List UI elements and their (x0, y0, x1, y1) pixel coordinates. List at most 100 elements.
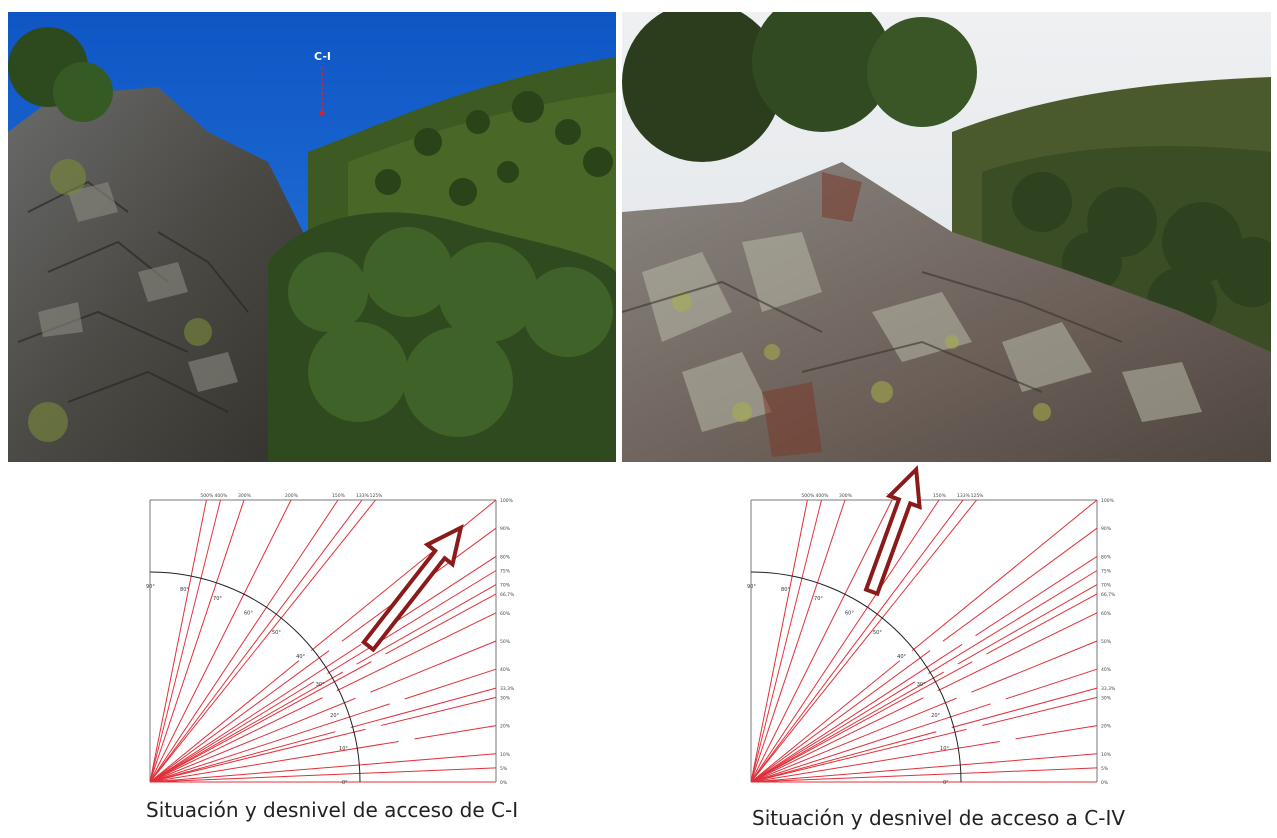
ray-label-gap (341, 662, 358, 674)
ray-right (149, 725, 497, 783)
scale-right-label: 5% (500, 766, 508, 772)
ray-right (149, 584, 497, 783)
ray-top (750, 499, 893, 783)
angle-label: 90° (747, 584, 756, 590)
ray-right (750, 725, 1098, 783)
ray-label-gap (966, 723, 983, 732)
ray-right (750, 584, 1098, 783)
ray-top (149, 499, 339, 783)
angle-label: 0° (943, 780, 949, 786)
ray-top (750, 499, 822, 783)
scale-right-label: 70% (500, 583, 511, 589)
scale-right-label: 75% (500, 569, 511, 575)
angle-label: 80° (781, 587, 790, 593)
ray-label-gap (354, 690, 372, 701)
scale-top-label: 133% (957, 493, 971, 499)
ray-right (750, 555, 1098, 783)
ray-right (750, 696, 1098, 783)
ray-top (149, 499, 221, 783)
slope-diagram-left: 100% 90% 80% 75% 70% 66,7% 60% 50% 40% 33,3% 30% 20… (146, 492, 515, 792)
ray-label-gap (913, 671, 930, 684)
ray-right (750, 640, 1098, 783)
caption-left: Situación y desnivel de acceso de C-I (146, 798, 519, 822)
scale-top-label: 133% (356, 493, 370, 499)
photo-left: C-I (8, 12, 616, 462)
ray-label-gap (999, 736, 1016, 744)
ray-right (750, 753, 1098, 783)
scale-top-label: 500% (200, 493, 214, 499)
ray-label-gap (898, 649, 914, 663)
scale-right-label: 0% (1101, 780, 1109, 786)
scale-right-label: 30% (1101, 695, 1112, 701)
scale-right-label: 40% (1101, 667, 1112, 673)
ray-top (149, 499, 292, 783)
ray-top (149, 499, 207, 783)
slope-arrow (863, 465, 922, 597)
ray-label-gap (942, 662, 959, 674)
protractor-arc (149, 571, 361, 783)
ray-right (149, 767, 497, 783)
ray-right (750, 767, 1098, 783)
ray-label-gap (321, 688, 338, 700)
scale-right-label: 66,7% (1101, 592, 1116, 598)
scale-right-label: 50% (500, 639, 511, 645)
scale-top-label: 400% (816, 493, 830, 499)
angle-label: 50° (873, 630, 882, 636)
ray-label-gap (365, 723, 382, 732)
scale-right-label: 90% (1101, 526, 1112, 532)
scale-top-label: 400% (215, 493, 229, 499)
ray-right (149, 753, 497, 783)
ray-label-gap (312, 671, 329, 684)
ray-label-gap (989, 697, 1007, 706)
ray-right (149, 696, 497, 783)
angle-label: 20° (931, 713, 940, 719)
scale-right-label: 100% (500, 498, 514, 504)
ray-label-gap (297, 649, 313, 663)
marker-label-c1: C-I (314, 50, 331, 63)
angle-label: 10° (940, 746, 949, 752)
scale-top-label: 125% (971, 493, 985, 499)
ray-label-gap (334, 725, 352, 734)
angle-label: 10° (339, 746, 348, 752)
ray-label-gap (955, 690, 973, 701)
ray-top (750, 499, 940, 783)
angle-label: 60° (244, 610, 253, 616)
scale-right-label: 50% (1101, 639, 1112, 645)
scale-right-label: 20% (500, 724, 511, 730)
ray-right (750, 687, 1098, 783)
ray-right (750, 593, 1098, 783)
angle-label: 30° (917, 682, 926, 688)
ray-right (750, 499, 1098, 783)
scale-top-label: 150% (332, 493, 346, 499)
ray-top (149, 499, 245, 783)
ray-right (750, 527, 1098, 783)
ray-right (149, 668, 497, 783)
scale-top-label: 200% (285, 493, 299, 499)
ray-top (149, 499, 363, 783)
ray-top (750, 499, 846, 783)
scale-top-label: 150% (933, 493, 947, 499)
ray-right (149, 555, 497, 783)
ray-right (149, 640, 497, 783)
ray-label-gap (928, 639, 945, 653)
scale-top-label: 300% (238, 493, 252, 499)
scale-top-label: 500% (801, 493, 815, 499)
angle-label: 70° (213, 596, 222, 602)
scale-right-label: 80% (1101, 554, 1112, 560)
scale-top-label: 300% (839, 493, 853, 499)
ray-right (149, 687, 497, 783)
angle-label: 40° (296, 654, 305, 660)
scale-right-label: 30% (500, 695, 511, 701)
slope-arrow (360, 524, 464, 653)
photo-right (622, 12, 1271, 462)
ray-right (149, 527, 497, 783)
angle-label: 80° (180, 587, 189, 593)
scale-right-label: 100% (1101, 498, 1115, 504)
angle-label: 30° (316, 682, 325, 688)
ray-label-gap (398, 736, 415, 744)
scale-right-label: 60% (500, 611, 511, 617)
scale-right-label: 90% (500, 526, 511, 532)
ray-label-gap (327, 639, 344, 653)
ray-label-gap (370, 652, 387, 664)
angle-label: 90° (146, 584, 155, 590)
